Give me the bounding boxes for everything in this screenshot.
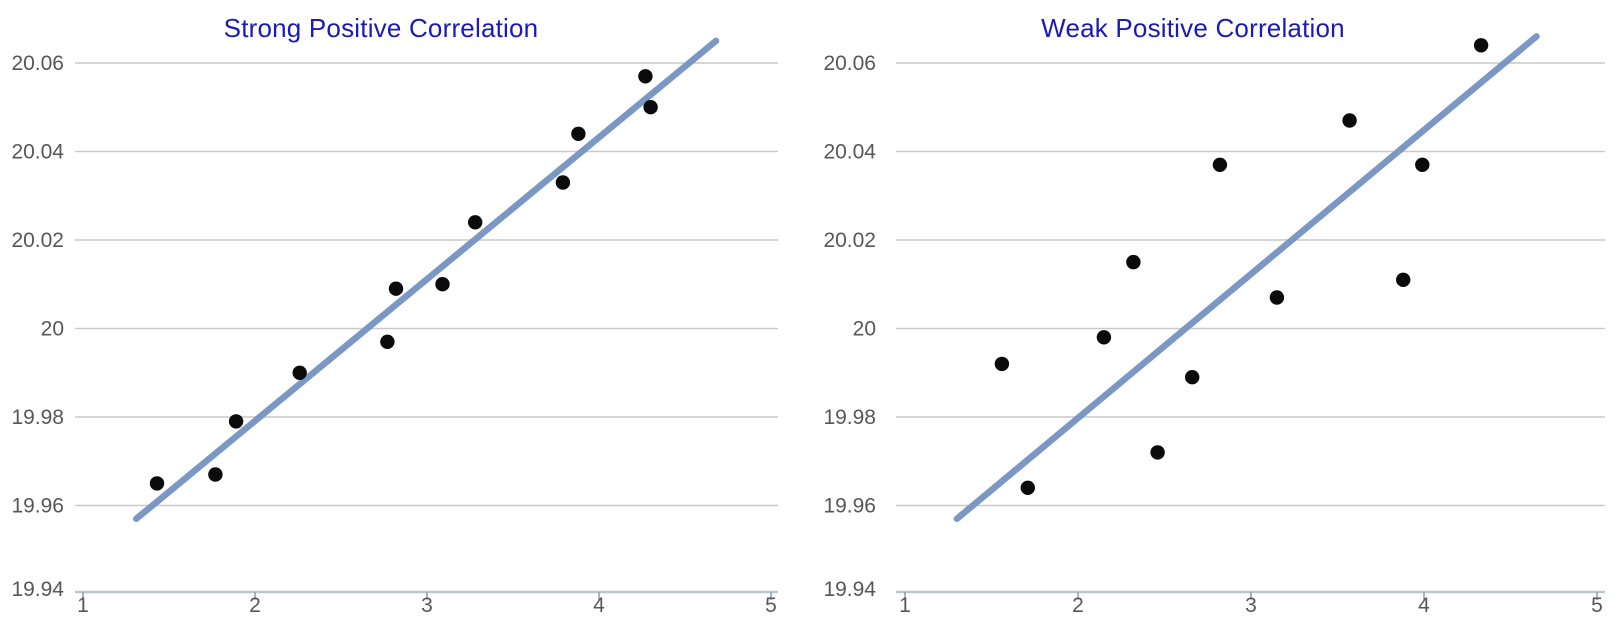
x-tick-label: 2 <box>249 594 261 617</box>
data-point <box>1150 445 1165 460</box>
data-point <box>435 277 450 292</box>
y-tick-label: 20 <box>41 318 64 341</box>
data-point <box>638 69 653 84</box>
y-tick-label: 19.98 <box>823 406 876 429</box>
y-tick-label: 19.96 <box>11 495 64 518</box>
y-tick-label: 19.94 <box>11 578 64 601</box>
data-point <box>149 476 165 491</box>
trend-line <box>133 37 720 523</box>
y-tick-label: 20.04 <box>823 141 876 164</box>
data-point <box>468 215 483 230</box>
x-tick-label: 3 <box>421 594 433 617</box>
y-tick-label: 19.98 <box>11 406 64 429</box>
data-point <box>388 281 404 296</box>
data-point <box>994 356 1010 372</box>
data-point <box>380 334 395 349</box>
chart-weak-positive-correlation: Weak Positive Correlation 1 2 3 4 5 19.94 19.9… <box>812 0 1624 617</box>
data-point <box>571 126 586 141</box>
data-point <box>1342 113 1357 128</box>
x-tick-label: 5 <box>1591 594 1603 617</box>
y-tick-label: 20.04 <box>11 141 64 164</box>
y-tick-label: 19.94 <box>823 578 876 601</box>
y-tick-label: 20.06 <box>11 52 64 75</box>
data-point <box>208 467 223 482</box>
data-point <box>555 175 571 190</box>
y-tick-label: 19.96 <box>823 495 876 518</box>
y-tick-label: 20 <box>853 318 876 341</box>
data-point <box>643 100 658 115</box>
data-point <box>1020 480 1035 495</box>
data-point <box>1126 254 1141 270</box>
data-point <box>228 414 244 429</box>
x-tick-label: 1 <box>77 594 89 617</box>
chart-title: Weak Positive Correlation <box>1041 13 1345 43</box>
data-point <box>1185 370 1200 385</box>
data-point <box>292 365 307 380</box>
y-tick-label: 20.02 <box>11 229 64 252</box>
chart-strong-positive-correlation: Strong Positive Correlation 1 2 3 4 5 19.94 19… <box>11 13 778 617</box>
x-tick-label: 4 <box>593 594 605 617</box>
x-tick-label: 5 <box>765 594 777 617</box>
y-tick-label: 20.02 <box>823 229 876 252</box>
data-point <box>1096 330 1112 345</box>
data-point <box>1212 157 1228 172</box>
data-point <box>1473 38 1489 53</box>
x-tick-label: 1 <box>899 594 911 617</box>
x-tick-label: 4 <box>1418 594 1430 617</box>
data-point <box>1269 290 1285 305</box>
data-point <box>1396 272 1411 287</box>
x-tick-label: 3 <box>1245 594 1257 617</box>
scatter-plot: 1 2 3 4 5 19.94 19.96 19.98 20 20.02 20.04 20.06 <box>11 37 778 617</box>
trend-line <box>953 33 1540 523</box>
y-tick-label: 20.06 <box>823 52 876 75</box>
x-tick-label: 2 <box>1072 594 1084 617</box>
scatter-plot: 1 2 3 4 5 19.94 19.96 19.98 20 20.02 20.04 20.06 <box>823 33 1605 617</box>
data-point <box>1415 157 1430 172</box>
chart-title: Strong Positive Correlation <box>223 13 539 43</box>
